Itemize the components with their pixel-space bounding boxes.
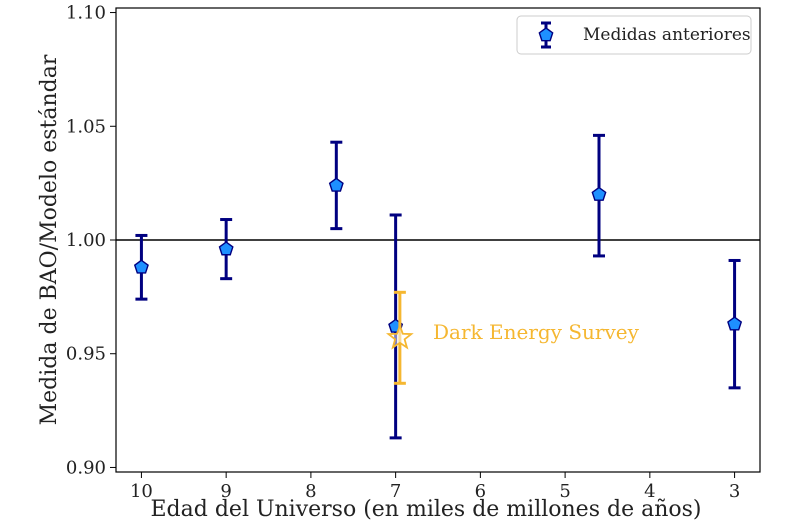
data-point-pentagon [591,186,607,201]
data-point-pentagon [727,316,743,331]
y-tick-label: 0.90 [66,457,106,478]
legend-symbol [538,21,554,49]
data-point-pentagon [133,259,149,274]
y-tick-label: 1.00 [66,230,106,251]
x-tick-label: 3 [729,481,740,502]
x-tick-label: 6 [475,481,486,502]
y-axis-label: Medida de BAO/Modelo estándar [37,54,62,425]
data-point-pentagon [218,241,234,256]
legend-label: Medidas anteriores [583,25,751,45]
x-tick-label: 10 [130,481,153,502]
data-point-star [385,323,414,350]
x-tick-label: 5 [559,481,570,502]
legend: Medidas anteriores [516,15,752,55]
y-tick-label: 0.95 [66,344,106,365]
x-tick-label: 7 [390,481,401,502]
y-tick-label: 1.05 [66,116,106,137]
annotation-dark-energy-survey: Dark Energy Survey [433,320,640,344]
x-tick-label: 4 [644,481,655,502]
plot-frame [115,7,761,473]
y-tick-label: 1.10 [66,3,106,24]
x-tick-label: 8 [305,481,316,502]
x-tick-label: 9 [220,481,231,502]
x-axis-label: Edad del Universo (en miles de millones … [151,497,702,522]
data-point-pentagon [328,177,344,192]
legend-box [516,15,752,55]
legend-pentagon-icon [538,27,554,42]
